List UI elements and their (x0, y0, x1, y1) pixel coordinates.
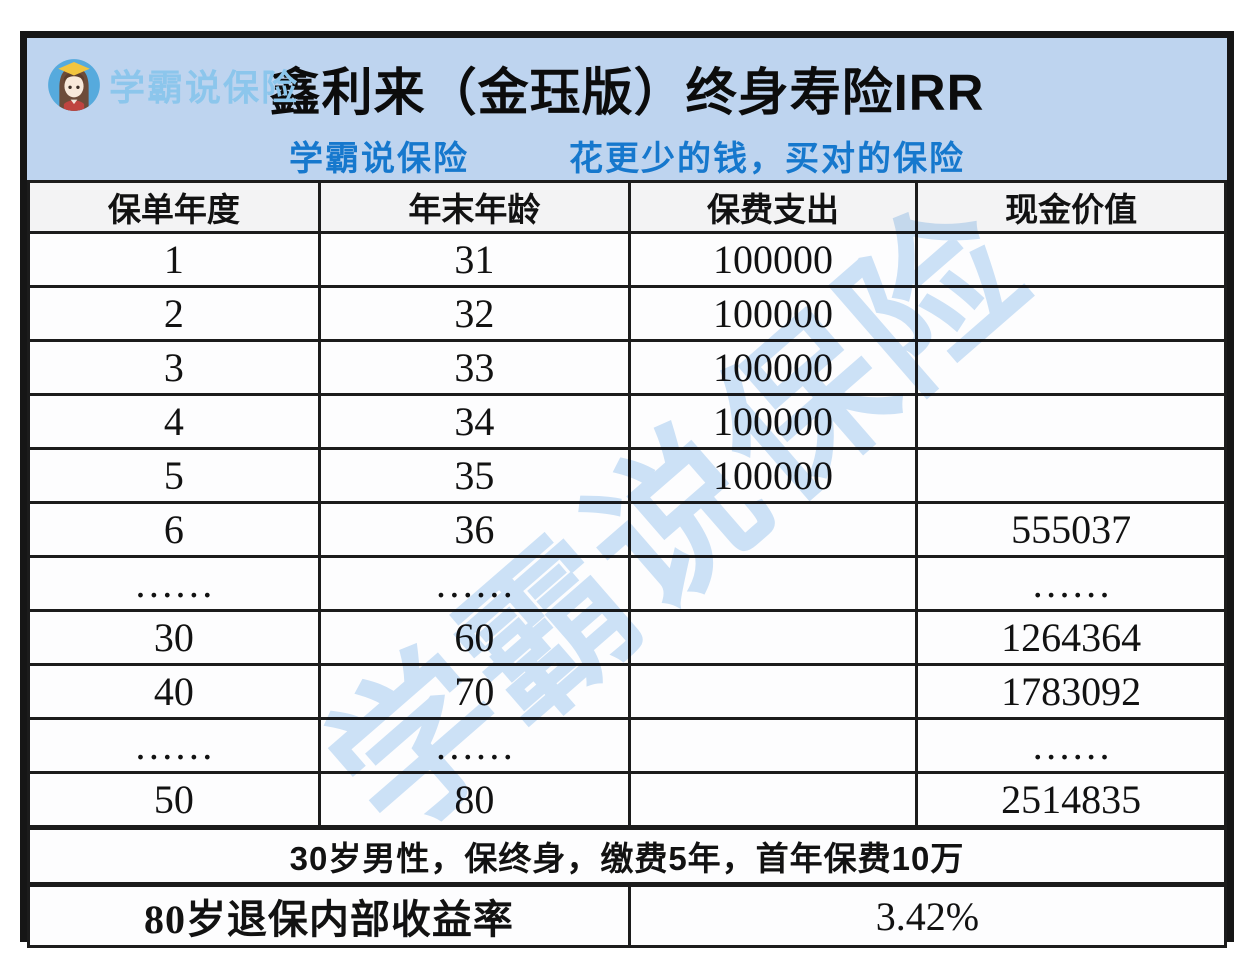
table-cell: 60 (317, 609, 631, 666)
table-cell (627, 717, 919, 774)
table-cell: 80 (317, 771, 631, 829)
brand-logo: 学霸说保险 (47, 58, 299, 112)
table-cell: 30 (27, 609, 321, 666)
table-cell: …… (317, 717, 631, 774)
col-header-age: 年末年龄 (317, 180, 631, 234)
table-cell: 50 (27, 771, 321, 829)
table-row: ……………… (27, 717, 1227, 774)
assumption-note-row: 30岁男性，保终身，缴费5年，首年保费10万 (27, 825, 1227, 886)
table-row: 5 35 100000 (27, 447, 1227, 504)
table-cell: 40 (27, 663, 321, 720)
brand-name: 学霸说保险 (109, 67, 300, 108)
table-cell (627, 663, 919, 720)
assumption-note: 30岁男性，保终身，缴费5年，首年保费10万 (27, 825, 1227, 886)
table-cell: …… (27, 717, 321, 774)
table-cell: 1783092 (915, 663, 1227, 720)
table-cell: …… (915, 555, 1227, 612)
page-title: 鑫利来（金珏版）终身寿险IRR (269, 63, 985, 121)
table-cell: 6 (27, 501, 321, 558)
table-row: 40 70 1783092 (27, 663, 1227, 720)
table-cell: 70 (317, 663, 631, 720)
table-cell: 1 (27, 231, 321, 288)
table-cell: 100000 (627, 285, 919, 342)
subtitle-brand: 学霸说保险 (289, 140, 469, 178)
table-cell: …… (915, 717, 1227, 774)
table-cell (627, 609, 919, 666)
table-cell: 31 (317, 231, 631, 288)
col-header-policy-year: 保单年度 (27, 180, 321, 234)
table-cell (627, 501, 919, 558)
subtitle-slogan: 花更少的钱，买对的保险 (569, 140, 965, 178)
table-row: 3 33 100000 (27, 339, 1227, 396)
table-row: 4 34 100000 (27, 393, 1227, 450)
table-cell (627, 555, 919, 612)
table-cell: 4 (27, 393, 321, 450)
table-cell: 36 (317, 501, 631, 558)
table-cell (915, 393, 1227, 450)
irr-table: 保单年度 年末年龄 保费支出 现金价值 1 31 100000 2 32 100000 3 3… (27, 180, 1228, 948)
table-row: 1 31 100000 (27, 231, 1227, 288)
table-cell (915, 231, 1227, 288)
col-header-cash-value: 现金价值 (915, 180, 1227, 234)
table-cell: 100000 (627, 339, 919, 396)
table-row: 30 60 1264364 (27, 609, 1227, 666)
irr-label: 80岁退保内部收益率 (27, 882, 631, 948)
table-cell: 5 (27, 447, 321, 504)
col-header-premium: 保费支出 (627, 180, 919, 234)
table-cell (915, 285, 1227, 342)
table-row: ……………… (27, 555, 1227, 612)
table-cell: 33 (317, 339, 631, 396)
table-cell (627, 771, 919, 829)
table-cell: 32 (317, 285, 631, 342)
table-cell (915, 339, 1227, 396)
table-cell: 2514835 (915, 771, 1227, 829)
header-top-row: 学霸说保险 鑫利来（金珏版）终身寿险IRR (27, 38, 1227, 129)
table-cell: 100000 (627, 447, 919, 504)
table-cell: …… (317, 555, 631, 612)
table-cell: 555037 (915, 501, 1227, 558)
table-header-row: 保单年度 年末年龄 保费支出 现金价值 (27, 180, 1227, 234)
table-row: 2 32 100000 (27, 285, 1227, 342)
table-frame: 学霸说保险 鑫利来（金珏版）终身寿险IRR 学霸说保险 花更少的钱，买对的保险 … (20, 31, 1234, 948)
table-row: 50 80 2514835 (27, 771, 1227, 829)
table-cell: …… (27, 555, 321, 612)
irr-result-row: 80岁退保内部收益率 3.42% (27, 882, 1228, 948)
table-cell: 100000 (627, 231, 919, 288)
table-cell (915, 447, 1227, 504)
table-cell: 3 (27, 339, 321, 396)
brand-avatar-icon (47, 58, 101, 112)
table-row: 6 36 555037 (27, 501, 1227, 558)
table-cell: 100000 (627, 393, 919, 450)
header-band: 学霸说保险 鑫利来（金珏版）终身寿险IRR 学霸说保险 花更少的钱，买对的保险 (27, 38, 1227, 180)
table-cell: 35 (317, 447, 631, 504)
header-subtitle-row: 学霸说保险 花更少的钱，买对的保险 (27, 131, 1227, 180)
table-cell: 1264364 (915, 609, 1227, 666)
table-cell: 34 (317, 393, 631, 450)
table-cell: 2 (27, 285, 321, 342)
irr-value: 3.42% (627, 882, 1228, 948)
